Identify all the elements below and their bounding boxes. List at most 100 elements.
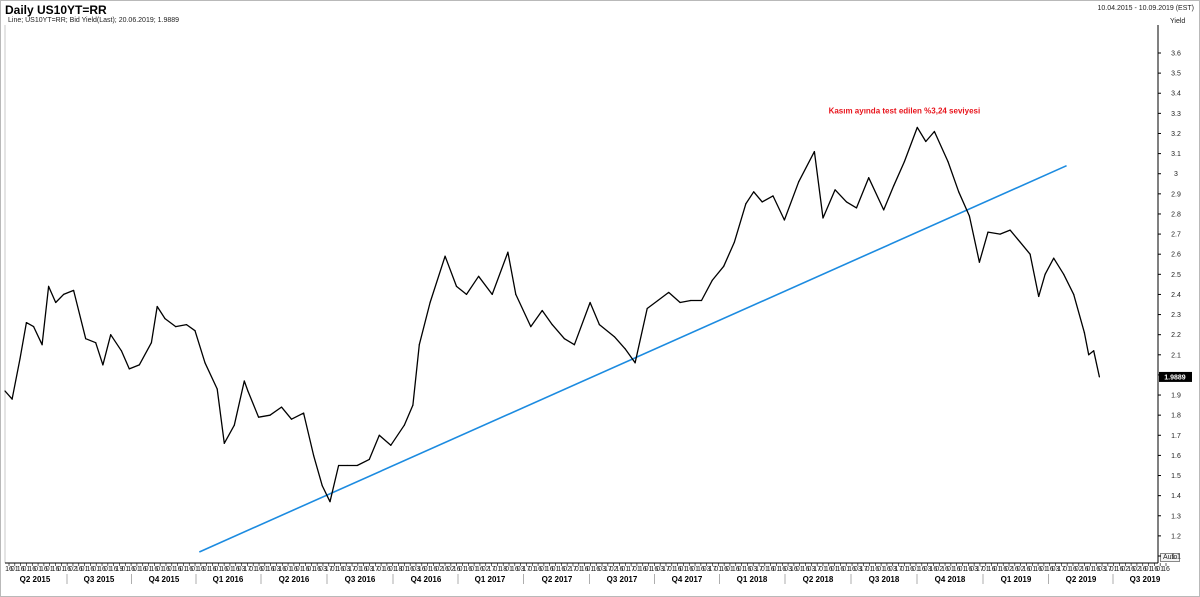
x-day-tick-label: 01	[331, 566, 339, 573]
x-day-tick-label: 16	[848, 566, 856, 573]
auto-scale-button[interactable]: Auto	[1160, 553, 1181, 562]
yield-data-point	[223, 442, 225, 444]
x-day-tick-label: 16	[941, 566, 949, 573]
x-day-tick-label: 01	[92, 566, 100, 573]
yield-data-point	[95, 342, 97, 344]
x-day-tick-label: 01	[831, 566, 839, 573]
yield-data-point	[346, 464, 348, 467]
x-day-tick-label: 03	[807, 566, 815, 573]
x-day-tick-label: 16	[290, 566, 298, 573]
yield-data-point	[515, 293, 517, 296]
x-day-tick-label: 16	[17, 566, 25, 573]
x-day-tick-label: 16	[534, 566, 542, 573]
x-day-tick-label: 03	[517, 566, 525, 573]
y-tick-label: 1.3	[1171, 513, 1181, 520]
y-tick-label: 1.2	[1171, 533, 1181, 540]
x-day-tick-label: 16	[1011, 566, 1019, 573]
x-day-tick-label: 16	[650, 566, 658, 573]
yield-data-point	[563, 338, 565, 340]
x-day-tick-label: 16	[418, 566, 426, 573]
x-day-tick-label: 03	[970, 566, 978, 573]
x-day-tick-label: 16	[616, 566, 624, 573]
yield-data-point	[138, 364, 140, 366]
yield-data-point	[243, 380, 245, 382]
yield-data-point	[813, 150, 815, 153]
x-quarter-label: Q1 2016	[213, 575, 244, 584]
x-day-tick-label: 17	[371, 566, 379, 573]
x-quarter-label: Q4 2018	[935, 575, 966, 584]
x-day-tick-label: 17	[325, 566, 333, 573]
yield-data-point	[783, 219, 785, 221]
x-quarter-label: Q1 2019	[1001, 575, 1032, 584]
x-day-tick-label: 01	[866, 566, 874, 573]
x-day-tick-label: 03	[273, 566, 281, 573]
x-day-tick-label: 16	[825, 566, 833, 573]
x-day-tick-label: 03	[656, 566, 664, 573]
x-day-tick-label: 16	[592, 566, 600, 573]
yield-data-point	[85, 338, 87, 340]
x-day-tick-label: 17	[569, 566, 577, 573]
y-tick-label: 1.8	[1171, 413, 1181, 420]
x-quarter-label: Q3 2015	[84, 575, 115, 584]
x-day-tick-label: 01	[470, 566, 478, 573]
y-tick-label: 2.2	[1171, 332, 1181, 339]
x-day-tick-label: 01	[773, 566, 781, 573]
yield-data-point	[185, 324, 188, 326]
x-day-tick-label: 02	[482, 566, 490, 573]
x-day-tick-label: 18	[395, 566, 403, 573]
yield-data-point	[403, 424, 405, 426]
x-day-tick-label: 02	[935, 566, 943, 573]
yield-data-point	[668, 291, 670, 294]
x-day-tick-label: 16	[1139, 566, 1147, 573]
yield-data-point	[634, 362, 636, 364]
x-day-tick-label: 16	[581, 566, 589, 573]
y-tick-label: 2.4	[1171, 292, 1181, 299]
x-day-tick-label: 16	[1023, 566, 1031, 573]
x-day-tick-label: 17	[523, 566, 531, 573]
yield-data-point	[646, 307, 648, 310]
y-tick-label: 2.7	[1171, 232, 1181, 239]
x-day-tick-label: 01	[133, 566, 141, 573]
yield-data-point	[968, 215, 971, 217]
x-day-tick-label: 16	[732, 566, 740, 573]
x-day-tick-label: 16	[197, 566, 205, 573]
y-tick-label: 3.5	[1171, 71, 1181, 78]
y-tick-label: 2.9	[1171, 191, 1181, 198]
yield-data-point	[455, 285, 458, 287]
x-day-tick-label: 16	[220, 566, 228, 573]
yield-data-point	[530, 326, 532, 328]
x-day-tick-label: 16	[337, 566, 345, 573]
series-description: Line; US10YT=RR; Bid Yield(Last); 20.06.…	[8, 17, 180, 24]
x-day-tick-label: 16	[406, 566, 414, 573]
x-day-tick-label: 01	[877, 566, 885, 573]
y-tick-label: 1.7	[1171, 433, 1181, 440]
x-day-tick-label: 01	[633, 566, 641, 573]
x-day-tick-label: 16	[52, 566, 60, 573]
x-day-tick-label: 01	[57, 566, 65, 573]
x-day-tick-label: 01	[900, 566, 908, 573]
x-day-tick-label: 01	[226, 566, 234, 573]
yield-data-point	[19, 358, 21, 360]
x-day-tick-label: 01	[459, 566, 467, 573]
x-day-tick-label: 16	[63, 566, 71, 573]
x-day-tick-label: 02	[447, 566, 455, 573]
yield-data-point	[999, 233, 1001, 235]
x-day-tick-label: 01	[691, 566, 699, 573]
yield-data-point	[868, 177, 870, 179]
x-day-tick-label: 01	[796, 566, 804, 573]
x-day-tick-label: 16	[674, 566, 682, 573]
x-day-tick-label: 16	[232, 566, 240, 573]
yield-data-point	[1009, 229, 1011, 231]
x-quarter-label: Q2 2017	[542, 575, 573, 584]
x-day-tick-label: 01	[34, 566, 42, 573]
x-quarter-label: Q4 2017	[672, 575, 703, 584]
x-day-tick-label: 17	[813, 566, 821, 573]
y-tick-label: 3.6	[1171, 51, 1181, 58]
yield-data-point	[32, 326, 35, 328]
x-day-tick-label: 16	[302, 566, 310, 573]
x-day-tick-label: 16	[40, 566, 48, 573]
x-day-tick-label: 01	[1087, 566, 1095, 573]
yield-data-point	[233, 424, 235, 426]
y-tick-label: 3.2	[1171, 131, 1181, 138]
